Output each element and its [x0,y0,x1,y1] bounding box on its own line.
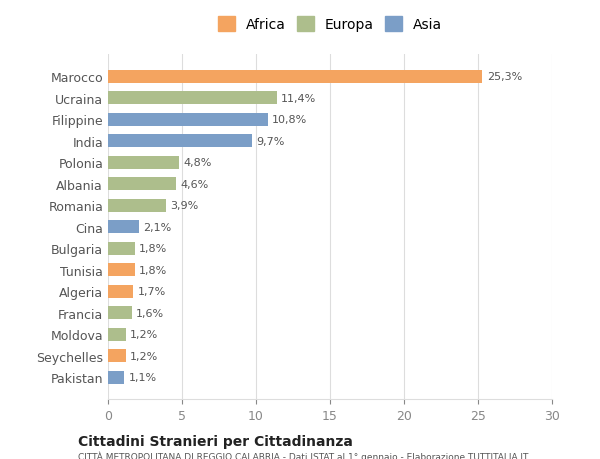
Bar [108,113,268,127]
Bar [108,135,251,148]
Text: 10,8%: 10,8% [272,115,308,125]
Text: 9,7%: 9,7% [256,136,284,146]
Text: CITTÀ METROPOLITANA DI REGGIO CALABRIA - Dati ISTAT al 1° gennaio - Elaborazione: CITTÀ METROPOLITANA DI REGGIO CALABRIA -… [78,451,529,459]
Text: 1,7%: 1,7% [137,286,166,297]
Bar [108,178,176,191]
Bar [108,242,134,255]
Text: 1,1%: 1,1% [129,372,157,382]
Bar [108,371,124,384]
Text: Cittadini Stranieri per Cittadinanza: Cittadini Stranieri per Cittadinanza [78,434,353,448]
Bar [108,71,482,84]
Text: 4,6%: 4,6% [181,179,209,189]
Text: 3,9%: 3,9% [170,201,199,211]
Bar [108,285,133,298]
Bar [108,307,131,319]
Bar [108,349,126,362]
Text: 2,1%: 2,1% [143,222,172,232]
Bar [108,92,277,105]
Legend: Africa, Europa, Asia: Africa, Europa, Asia [218,17,442,32]
Bar [108,157,179,169]
Text: 11,4%: 11,4% [281,94,316,104]
Bar [108,263,134,276]
Text: 25,3%: 25,3% [487,72,522,82]
Text: 1,2%: 1,2% [130,330,158,339]
Bar [108,221,139,234]
Text: 1,2%: 1,2% [130,351,158,361]
Bar [108,328,126,341]
Text: 1,8%: 1,8% [139,244,167,254]
Text: 1,8%: 1,8% [139,265,167,275]
Text: 4,8%: 4,8% [184,158,212,168]
Text: 1,6%: 1,6% [136,308,164,318]
Bar [108,199,166,212]
